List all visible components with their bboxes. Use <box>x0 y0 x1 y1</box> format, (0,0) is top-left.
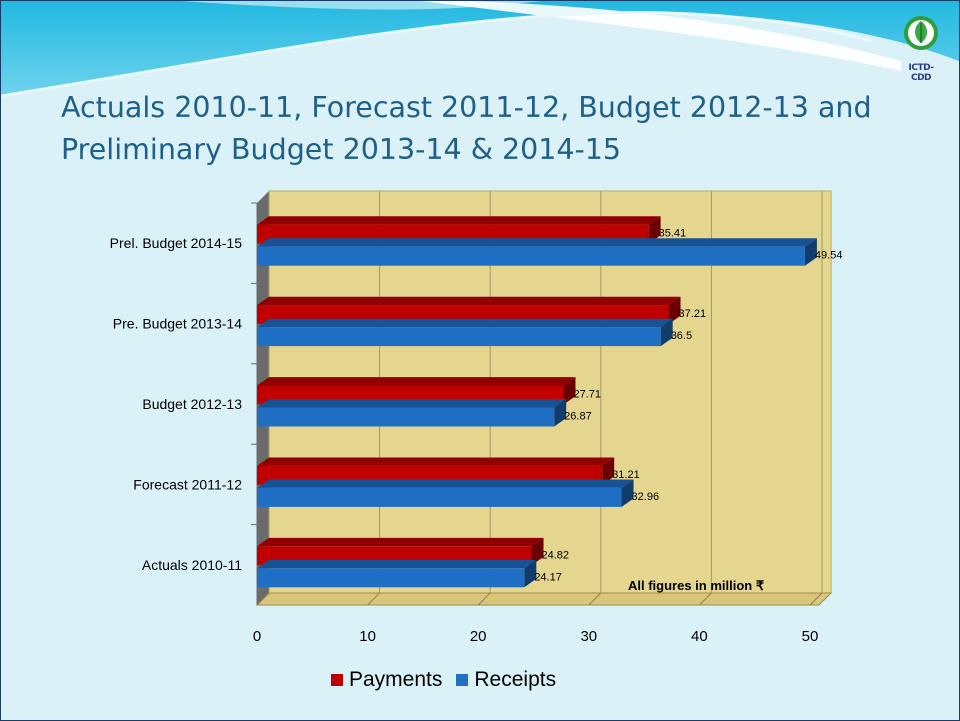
legend-label-receipts: Receipts <box>474 668 557 691</box>
data-label-receipts: 49.54 <box>815 250 843 262</box>
gridline-floor <box>809 592 823 606</box>
x-tick-label: 40 <box>691 628 708 645</box>
gridline-floor <box>477 592 491 606</box>
bar-side-face <box>648 216 661 244</box>
data-label-payments: 35.41 <box>659 228 687 240</box>
data-label-receipts: 32.96 <box>632 491 660 503</box>
chart-annotation: All figures in million ₹ <box>628 578 765 593</box>
legend-item-receipts: Receipts <box>456 668 556 692</box>
legend-item-payments: Payments <box>331 668 442 692</box>
data-label-payments: 31.21 <box>612 469 640 481</box>
bar-front-face <box>257 246 805 266</box>
bar-receipts <box>257 238 817 266</box>
organization-logo: ICTD-CDD <box>899 9 943 83</box>
bar-top-face <box>257 377 576 386</box>
x-tick-label: 20 <box>470 628 487 645</box>
bar-front-face <box>257 407 555 427</box>
data-label-receipts: 26.87 <box>564 411 592 423</box>
bar-side-face <box>554 399 567 427</box>
x-tick-label: 50 <box>802 628 819 645</box>
bar-receipts <box>257 559 537 588</box>
gridline-floor <box>588 592 602 606</box>
title-line-2: Preliminary Budget 2013-14 & 2014-15 <box>61 133 622 166</box>
legend-swatch-receipts <box>456 674 469 686</box>
legend-label-payments: Payments <box>349 668 443 691</box>
bar-receipts <box>257 399 567 427</box>
slide-title: Actuals 2010-11, Forecast 2011-12, Budge… <box>61 87 921 171</box>
data-label-receipts: 36.5 <box>671 330 692 342</box>
x-tick-label: 0 <box>253 628 261 645</box>
bar-top-face <box>257 216 661 225</box>
bar-top-face <box>257 537 544 547</box>
title-line-1: Actuals 2010-11, Forecast 2011-12, Budge… <box>61 91 872 124</box>
bar-front-face <box>257 327 661 347</box>
data-label-payments: 27.71 <box>573 389 601 401</box>
data-label-payments: 24.82 <box>542 549 570 561</box>
gridline-floor <box>256 592 270 606</box>
bar-front-face <box>257 487 622 507</box>
x-tick-label: 10 <box>359 628 376 645</box>
x-tick-label: 30 <box>580 628 597 645</box>
legend-swatch-payments <box>331 674 343 686</box>
bar-side-face <box>621 479 634 507</box>
leaf-emblem-icon <box>904 16 938 50</box>
bar-side-face <box>668 296 681 325</box>
category-label: Pre. Budget 2013-14 <box>113 316 242 332</box>
category-label: Budget 2012-13 <box>142 396 242 412</box>
bar-top-face <box>257 457 615 466</box>
bar-top-face <box>257 559 537 569</box>
bar-side-face <box>524 559 537 588</box>
bar-top-face <box>257 479 634 488</box>
bar-side-face <box>660 318 673 347</box>
bar-receipts <box>257 318 673 347</box>
header-banner <box>1 1 959 98</box>
bar-receipts <box>257 479 634 507</box>
chart-legend: Payments Receipts <box>331 667 570 693</box>
bar-side-face <box>602 457 615 485</box>
category-label: Prel. Budget 2014-15 <box>110 235 243 251</box>
data-label-receipts: 24.17 <box>534 571 562 583</box>
bar-top-face <box>257 238 817 247</box>
data-label-payments: 37.21 <box>679 308 707 320</box>
bar-top-face <box>257 399 567 408</box>
bar-side-face <box>531 537 544 566</box>
bar-side-face <box>804 238 817 266</box>
plot-floor <box>255 592 833 606</box>
category-label: Forecast 2011-12 <box>133 476 242 492</box>
bar-side-face <box>563 377 576 405</box>
gridline-floor <box>367 592 380 606</box>
gridline-floor <box>699 592 712 606</box>
bar-front-face <box>257 568 525 588</box>
logo-text: ICTD-CDD <box>908 63 934 83</box>
category-label: Actuals 2010-11 <box>142 557 242 573</box>
bar-top-face <box>257 318 673 328</box>
bar-top-face <box>257 296 681 306</box>
